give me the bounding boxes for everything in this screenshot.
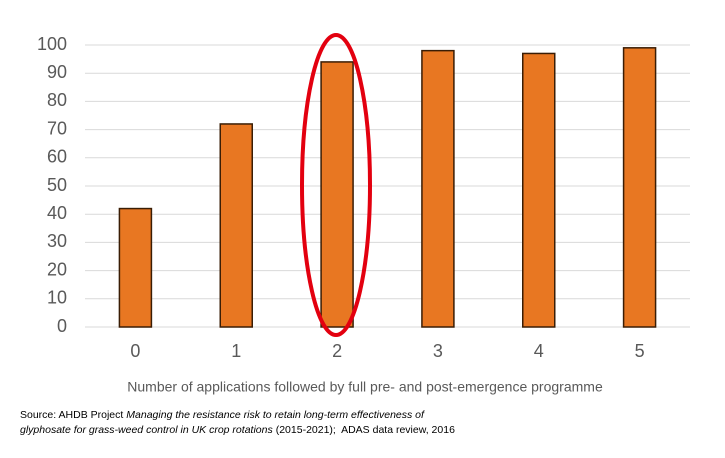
y-tick-label: 90 — [47, 62, 67, 82]
bar — [219, 123, 253, 328]
y-tick-label: 80 — [47, 90, 67, 110]
source-text: Source: AHDB Project — [20, 409, 124, 421]
y-tick-label: 10 — [47, 288, 67, 308]
bar — [421, 49, 455, 328]
y-tick-label: 30 — [47, 231, 67, 251]
y-tick-label: 100 — [37, 34, 67, 54]
source-text: Managing the resistance risk to retain l… — [126, 409, 424, 421]
source-text: (2015-2021); ADAS data review, 2016 — [275, 424, 455, 436]
y-tick-label: 40 — [47, 203, 67, 223]
source-note: Source: AHDB Project Managing the resista… — [20, 408, 455, 438]
x-tick-label: 0 — [130, 341, 140, 361]
source-line: Source: AHDB Project Managing the resista… — [20, 408, 455, 423]
x-tick-label: 2 — [332, 341, 342, 361]
highlight-ellipse — [300, 33, 372, 337]
bar — [622, 47, 657, 328]
y-tick-label: 50 — [47, 175, 67, 195]
bar — [320, 61, 354, 328]
bar — [118, 207, 153, 328]
x-tick-label: 3 — [433, 341, 443, 361]
source-line: glyphosate for grass-weed control in UK … — [20, 423, 455, 438]
y-tick-label: 20 — [47, 259, 67, 279]
y-tick-label: 60 — [47, 147, 67, 167]
bar — [522, 52, 556, 328]
x-tick-label: 1 — [231, 341, 241, 361]
x-tick-label: 5 — [635, 341, 645, 361]
x-axis-label: Number of applications followed by full … — [127, 379, 603, 395]
y-tick-label: 70 — [47, 118, 67, 138]
x-tick-label: 4 — [534, 341, 544, 361]
source-text: glyphosate for grass-weed control in UK … — [20, 424, 273, 436]
y-tick-label: 0 — [57, 316, 67, 336]
